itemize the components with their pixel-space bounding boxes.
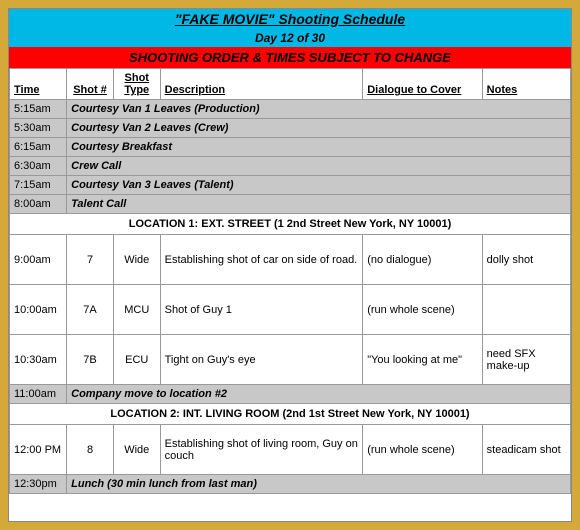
shot-number: 8 — [67, 425, 114, 475]
shot-time: 10:30am — [10, 335, 67, 385]
title-warning: SHOOTING ORDER & TIMES SUBJECT TO CHANGE — [9, 47, 571, 68]
courtesy-time: 7:15am — [10, 176, 67, 195]
shot-dialog: (no dialogue) — [363, 235, 482, 285]
shot-desc: Shot of Guy 1 — [160, 285, 363, 335]
shot-dialog: "You looking at me" — [363, 335, 482, 385]
courtesy-text: Courtesy Breakfast — [67, 138, 571, 157]
shot-row: 9:00am 7 Wide Establishing shot of car o… — [10, 235, 571, 285]
location-header-text: LOCATION 1: EXT. STREET (1 2nd Street Ne… — [10, 214, 571, 235]
shot-type: MCU — [113, 285, 160, 335]
courtesy-text: Courtesy Van 3 Leaves (Talent) — [67, 176, 571, 195]
shot-desc: Establishing shot of living room, Guy on… — [160, 425, 363, 475]
shot-number: 7B — [67, 335, 114, 385]
courtesy-time: 8:00am — [10, 195, 67, 214]
shot-time: 10:00am — [10, 285, 67, 335]
shot-row: 10:30am 7B ECU Tight on Guy's eye "You l… — [10, 335, 571, 385]
courtesy-text: Courtesy Van 2 Leaves (Crew) — [67, 119, 571, 138]
schedule-sheet: "FAKE MOVIE" Shooting Schedule Day 12 of… — [8, 8, 572, 522]
location-header: LOCATION 2: INT. LIVING ROOM (2nd 1st St… — [10, 404, 571, 425]
courtesy-text: Crew Call — [67, 157, 571, 176]
shot-number: 7 — [67, 235, 114, 285]
shot-row: 10:00am 7A MCU Shot of Guy 1 (run whole … — [10, 285, 571, 335]
shot-row: 12:00 PM 8 Wide Establishing shot of liv… — [10, 425, 571, 475]
shot-dialog: (run whole scene) — [363, 425, 482, 475]
shot-type: ECU — [113, 335, 160, 385]
title-day: Day 12 of 30 — [9, 29, 571, 47]
shot-type: Wide — [113, 235, 160, 285]
col-notes: Notes — [482, 69, 570, 100]
schedule-table: Time Shot # Shot Type Description Dialog… — [9, 68, 571, 494]
shot-notes: steadicam shot — [482, 425, 570, 475]
shot-type: Wide — [113, 425, 160, 475]
courtesy-row: 8:00amTalent Call — [10, 195, 571, 214]
location-header-text: LOCATION 2: INT. LIVING ROOM (2nd 1st St… — [10, 404, 571, 425]
courtesy-row: 6:15amCourtesy Breakfast — [10, 138, 571, 157]
col-type: Shot Type — [113, 69, 160, 100]
shot-notes: need SFX make-up — [482, 335, 570, 385]
courtesy-time: 5:30am — [10, 119, 67, 138]
shot-time: 9:00am — [10, 235, 67, 285]
courtesy-row: 5:30amCourtesy Van 2 Leaves (Crew) — [10, 119, 571, 138]
col-shot: Shot # — [67, 69, 114, 100]
courtesy-time: 6:30am — [10, 157, 67, 176]
shot-desc: Tight on Guy's eye — [160, 335, 363, 385]
courtesy-text: Talent Call — [67, 195, 571, 214]
header-row: Time Shot # Shot Type Description Dialog… — [10, 69, 571, 100]
shot-time: 12:00 PM — [10, 425, 67, 475]
lunch-row-time: 12:30pm — [10, 475, 67, 494]
shot-desc: Establishing shot of car on side of road… — [160, 235, 363, 285]
courtesy-row: 7:15amCourtesy Van 3 Leaves (Talent) — [10, 176, 571, 195]
title-main: "FAKE MOVIE" Shooting Schedule — [9, 9, 571, 29]
shot-dialog: (run whole scene) — [363, 285, 482, 335]
courtesy-time: 5:15am — [10, 100, 67, 119]
courtesy-row: 6:30amCrew Call — [10, 157, 571, 176]
company-move: 11:00amCompany move to location #2 — [10, 385, 571, 404]
company-move-time: 11:00am — [10, 385, 67, 404]
lunch-row: 12:30pmLunch (30 min lunch from last man… — [10, 475, 571, 494]
courtesy-row: 5:15amCourtesy Van 1 Leaves (Production) — [10, 100, 571, 119]
col-time: Time — [10, 69, 67, 100]
company-move-text: Company move to location #2 — [67, 385, 571, 404]
shot-notes: dolly shot — [482, 235, 570, 285]
lunch-row-text: Lunch (30 min lunch from last man) — [67, 475, 571, 494]
shot-notes — [482, 285, 570, 335]
courtesy-time: 6:15am — [10, 138, 67, 157]
col-desc: Description — [160, 69, 363, 100]
location-header: LOCATION 1: EXT. STREET (1 2nd Street Ne… — [10, 214, 571, 235]
col-dialog: Dialogue to Cover — [363, 69, 482, 100]
courtesy-text: Courtesy Van 1 Leaves (Production) — [67, 100, 571, 119]
shot-number: 7A — [67, 285, 114, 335]
